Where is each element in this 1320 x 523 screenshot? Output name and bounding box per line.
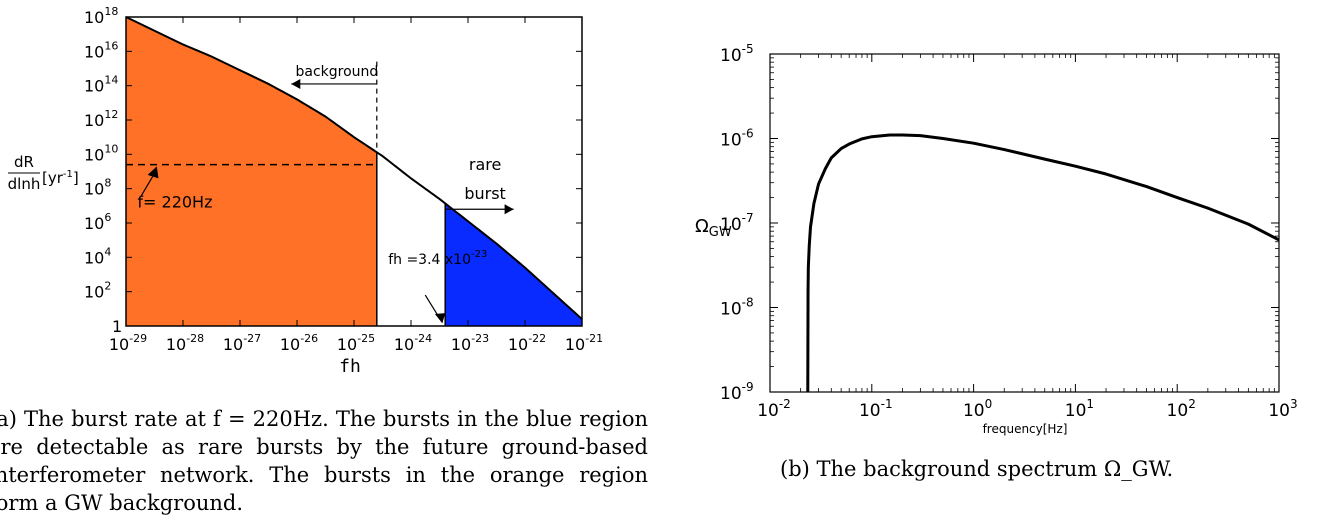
- y-tick-label: 1010: [84, 142, 118, 164]
- spectrum-curve: [806, 133, 1280, 393]
- frequency-label: f= 220Hz: [137, 193, 212, 212]
- y-tick-label: 1014: [84, 74, 118, 96]
- y-tick-label: 102: [84, 280, 111, 302]
- x-tick-label: 10-2: [757, 397, 791, 421]
- caption-b: (b) The background spectrum Ω_GW.: [780, 457, 1174, 481]
- y-tick-label: 1018: [84, 5, 118, 27]
- x-axis-label: frequency[Hz]: [983, 422, 1068, 436]
- rate-curve: [125, 16, 583, 320]
- x-tick-label: 10-25: [337, 332, 375, 354]
- y-label-denominator: dlnh: [8, 175, 41, 193]
- y-label-unit: [yr-1]: [42, 169, 79, 187]
- background-region: [126, 17, 377, 326]
- background-spectrum-chart: 10-2 10-1 100 101 102 103 10-9 10-8 10-7 10-6 10-5…: [695, 42, 1298, 436]
- y-tick-label: 10-6: [720, 127, 754, 151]
- arrow-head: [504, 204, 514, 215]
- y-tick-label: 10-8: [720, 296, 754, 320]
- x-axis-label: fh: [339, 356, 361, 377]
- x-tick-label: 10-21: [565, 332, 603, 354]
- rare-burst-region: [445, 203, 582, 326]
- arrow-head: [291, 78, 301, 89]
- y-tick-label: 1012: [84, 108, 118, 130]
- x-tick-label: 10-23: [451, 332, 489, 354]
- x-tick-label: 103: [1268, 397, 1297, 421]
- x-tick-label: 101: [1065, 397, 1094, 421]
- background-label: background: [295, 64, 378, 80]
- y-tick-label: 10-5: [720, 42, 754, 66]
- x-tick-label: 10-24: [394, 332, 432, 354]
- y-tick-label: 106: [84, 211, 111, 233]
- arrow-head: [434, 313, 446, 324]
- arrow-head: [147, 166, 159, 179]
- x-tick-label: 10-22: [508, 332, 546, 354]
- y-tick-label: 108: [84, 177, 111, 199]
- y-tick-label: 10-7: [720, 211, 754, 235]
- y-axis-label: ΩGW: [695, 216, 732, 240]
- plot-frame: [769, 53, 1280, 393]
- burst-rate-chart: background rare burst f= 220Hz fh =3.4 x10-2…: [8, 5, 604, 377]
- y-tick-label: 104: [84, 245, 111, 267]
- y-tick-label: 10-9: [720, 380, 754, 404]
- x-tick-label: 10-26: [280, 332, 318, 354]
- y-tick-label: 1: [112, 317, 122, 336]
- x-tick-label: 100: [963, 397, 992, 421]
- x-tick-label: 10-28: [166, 332, 204, 354]
- y-label-numerator: dR: [14, 153, 34, 171]
- rare-label: rare: [469, 155, 501, 174]
- x-tick-label: 10-29: [109, 332, 147, 354]
- y-axis-label: dR dlnh [yr-1]: [8, 153, 79, 193]
- fh-threshold-label: fh =3.4 x10-23: [388, 249, 487, 268]
- y-tick-label: 1016: [84, 39, 118, 61]
- x-tick-label: 10-27: [223, 332, 261, 354]
- burst-label: burst: [464, 184, 505, 203]
- x-tick-label: 10-1: [859, 397, 893, 421]
- x-tick-label: 102: [1167, 397, 1196, 421]
- caption-a: (a) The burst rate at f = 220Hz. The bur…: [0, 407, 648, 515]
